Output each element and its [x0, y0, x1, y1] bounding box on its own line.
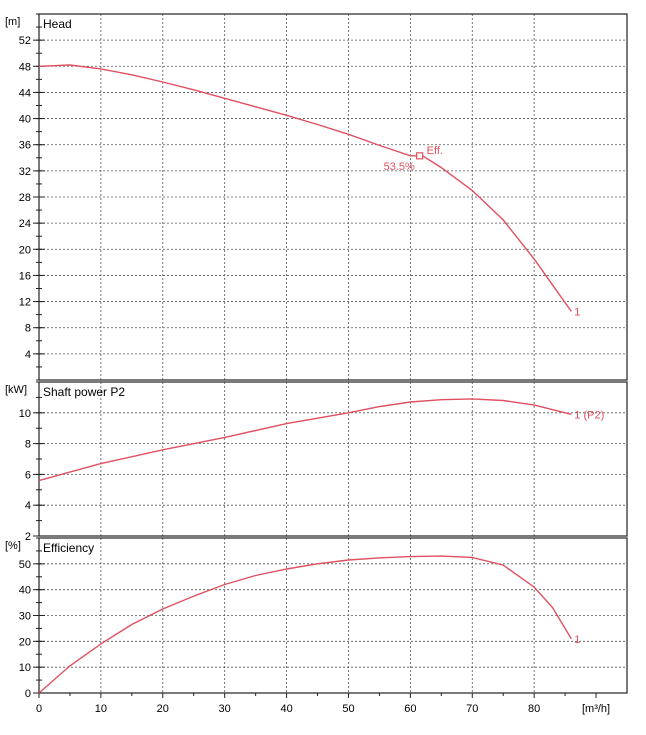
y-tick-label: 4 [25, 349, 31, 361]
x-tick-label: 70 [466, 703, 478, 715]
x-tick-label: 50 [342, 703, 354, 715]
y-tick-label: 50 [19, 559, 31, 571]
series-label: 1 [574, 634, 580, 646]
y-tick-label: 40 [19, 585, 31, 597]
panel-title: Head [43, 17, 72, 31]
y-tick-label: 0 [25, 688, 31, 700]
y-tick-label: 16 [19, 270, 31, 282]
y-tick-label: 10 [19, 662, 31, 674]
y-tick-label: 24 [19, 218, 31, 230]
bep-efficiency-label: 53.5% [384, 161, 415, 173]
bep-label: Eff. [427, 145, 443, 157]
y-tick-label: 8 [25, 323, 31, 335]
y-tick-label: 30 [19, 611, 31, 623]
curve-head [38, 64, 572, 312]
curve-power [38, 398, 572, 482]
curve-efficiency [38, 555, 572, 694]
y-tick-label: 32 [19, 166, 31, 178]
y-tick-label: 36 [19, 140, 31, 152]
x-unit-label: [m³/h] [582, 703, 610, 715]
x-tick-label: 40 [280, 703, 292, 715]
y-tick-label: 6 [25, 469, 31, 481]
x-tick-label: 60 [404, 703, 416, 715]
y-tick-label: 4 [25, 500, 31, 512]
series-label: 1 (P2) [574, 409, 604, 421]
y-tick-label: 28 [19, 192, 31, 204]
x-tick-label: 30 [219, 703, 231, 715]
panel-title: Shaft power P2 [43, 385, 125, 399]
y-tick-label: 10 [19, 408, 31, 420]
y-tick-label: 8 [25, 439, 31, 451]
y-tick-label: 12 [19, 297, 31, 309]
y-unit-label: [%] [5, 540, 21, 552]
x-tick-label: 80 [528, 703, 540, 715]
y-unit-label: [kW] [5, 384, 27, 396]
x-tick-label: 20 [157, 703, 169, 715]
y-tick-label: 40 [19, 114, 31, 126]
y-unit-label: [m] [5, 16, 20, 28]
panel-title: Efficiency [43, 541, 94, 555]
y-tick-label: 48 [19, 61, 31, 73]
y-tick-label: 2 [25, 531, 31, 543]
x-tick-label: 0 [36, 703, 42, 715]
y-tick-label: 44 [19, 87, 31, 99]
y-tick-label: 20 [19, 636, 31, 648]
panel-frame [38, 381, 628, 537]
y-tick-label: 52 [19, 35, 31, 47]
y-tick-label: 20 [19, 244, 31, 256]
series-label: 1 [574, 306, 580, 318]
x-tick-label: 10 [95, 703, 107, 715]
bep-marker [416, 152, 424, 160]
